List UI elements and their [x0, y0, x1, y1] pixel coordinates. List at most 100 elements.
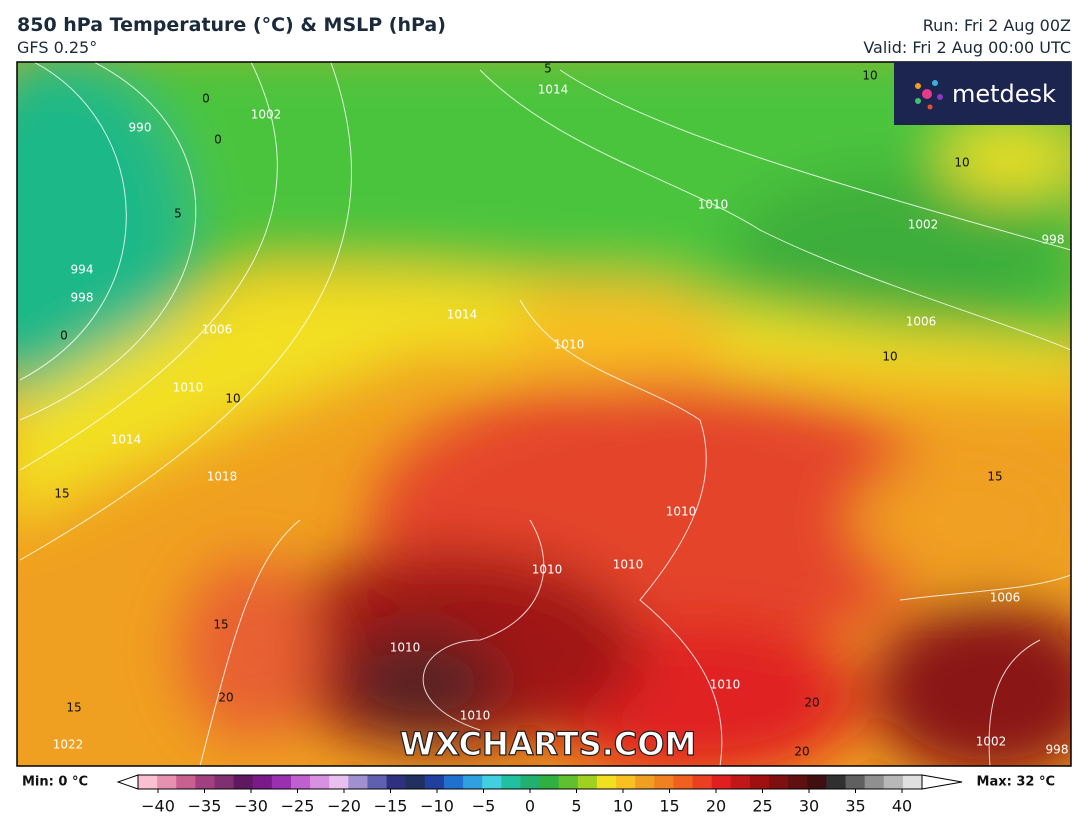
isobar-label: 1010 — [710, 678, 741, 692]
colorbar-cell — [482, 775, 502, 789]
colorbar: −40 −35 −30 −25 −20 −15 −10 −5 0 5 10 15 20 25 30 35 40 — [116, 774, 963, 816]
colorbar-cell — [424, 775, 445, 789]
isobar-label: 994 — [71, 263, 94, 277]
isobar-label: 1006 — [906, 315, 937, 329]
colorbar-tick-label: 35 — [845, 797, 865, 816]
isotherm-label: 5 — [174, 207, 182, 221]
isobar-label: 1006 — [202, 323, 233, 337]
map-frame — [16, 61, 1072, 767]
isobar-label: 1014 — [447, 308, 478, 322]
isotherm-label: 15 — [987, 470, 1002, 484]
isotherm-label: 10 — [862, 69, 877, 83]
logo: metdesk — [952, 80, 1056, 108]
isotherm-label: 10 — [882, 350, 897, 364]
colorbar-tick-label: 40 — [892, 797, 912, 816]
colorbar-tick-label: −25 — [281, 797, 315, 816]
colorbar-cell — [157, 775, 177, 789]
colorbar-cell — [902, 775, 923, 789]
isotherm-label: 0 — [60, 329, 68, 343]
colorbar-tick-label: 5 — [571, 797, 581, 816]
colorbar-end — [921, 774, 963, 790]
isotherm-label: 5 — [544, 62, 552, 76]
colorbar-cell — [654, 775, 674, 789]
colorbar-tick-label: −35 — [188, 797, 222, 816]
colorbar-cell — [214, 775, 235, 789]
isobar-label: 998 — [1042, 233, 1065, 247]
colorbar-cell — [252, 775, 273, 789]
watermark: WXCHARTS.COM — [400, 725, 697, 763]
colorbar-cell — [749, 775, 770, 789]
isotherm-label: 0 — [214, 133, 222, 147]
isotherm-label: 0 — [202, 92, 210, 106]
colorbar-cell — [769, 775, 789, 789]
isobar-label: 1002 — [908, 218, 939, 232]
colorbar-cell — [405, 775, 426, 789]
run: Run: Fri 2 Aug 00Z — [922, 16, 1071, 35]
colorbar-cell — [290, 775, 311, 789]
colorbar-cell — [520, 775, 541, 789]
title: 850 hPa Temperature (°C) & MSLP (hPa) — [17, 14, 446, 36]
isobar-label: 1010 — [698, 198, 729, 212]
isobar-label: 1018 — [207, 470, 238, 484]
isobar-label: 990 — [129, 121, 152, 135]
isobar-label: 998 — [1046, 743, 1069, 757]
isobar-label: 1010 — [173, 381, 204, 395]
colorbar-tick-label: 15 — [659, 797, 679, 816]
colorbar-cell — [883, 775, 904, 789]
isotherm-label: 10 — [954, 156, 969, 170]
colorbar-cell — [271, 775, 292, 789]
isobar-label: 1010 — [532, 563, 563, 577]
isobar-label: 998 — [71, 291, 94, 305]
colorbar-tick-label: 25 — [752, 797, 772, 816]
colorbar-cell — [348, 775, 368, 789]
isobar-label: 1014 — [111, 433, 142, 447]
isobar-label: 1010 — [554, 338, 585, 352]
map-labels: 9909949981002100610101014101810221014101… — [53, 62, 1069, 759]
colorbar-cell — [367, 775, 388, 789]
legend-min: Min: 0 °C — [22, 775, 88, 790]
colorbar-cell — [788, 775, 808, 789]
temperature-field — [17, 62, 1071, 766]
colorbar-cell — [730, 775, 751, 789]
colorbar-tick-label: 20 — [706, 797, 726, 816]
colorbar-cell — [616, 775, 636, 789]
colorbar-cell — [807, 775, 827, 789]
colorbar-cell — [501, 775, 521, 789]
isobar-label: 1010 — [390, 641, 421, 655]
colorbar-cell — [845, 775, 866, 789]
isotherm-label: 20 — [218, 691, 233, 705]
colorbar-cell — [138, 775, 158, 789]
isobar-label: 1010 — [666, 505, 697, 519]
isotherm-label: 20 — [804, 696, 819, 710]
colorbar-cell — [826, 775, 847, 789]
colorbar-cell — [329, 775, 349, 789]
colorbar-cell — [176, 775, 196, 789]
colorbar-cell — [596, 775, 617, 789]
colorbar-cell — [692, 775, 713, 789]
valid: Valid: Fri 2 Aug 00:00 UTC — [863, 38, 1071, 57]
isobar-label: 1010 — [460, 709, 491, 723]
isotherm-label: 15 — [213, 618, 228, 632]
colorbar-tick-label: −5 — [472, 797, 496, 816]
isobar-label: 1006 — [990, 591, 1021, 605]
isobar-label: 1002 — [251, 108, 282, 122]
colorbar-cell — [443, 775, 464, 789]
isotherm-label: 15 — [66, 701, 81, 715]
colorbar-tick-label: −10 — [420, 797, 454, 816]
model: GFS 0.25° — [17, 38, 98, 57]
isobar-label: 1010 — [613, 558, 644, 572]
colorbar-cell — [864, 775, 885, 789]
colorbar-cell — [386, 775, 407, 789]
colorbar-cell — [463, 775, 483, 789]
isotherm-label: 20 — [794, 745, 809, 759]
colorbar-cell — [673, 775, 694, 789]
isotherm-label: 15 — [54, 487, 69, 501]
colorbar-cell — [635, 775, 655, 789]
isotherm-label: 10 — [225, 392, 240, 406]
colorbar-cell — [310, 775, 330, 789]
isobar-label: 1014 — [538, 83, 569, 97]
colorbar-tick-label: −30 — [234, 797, 268, 816]
colorbar-tick-label: −15 — [374, 797, 408, 816]
